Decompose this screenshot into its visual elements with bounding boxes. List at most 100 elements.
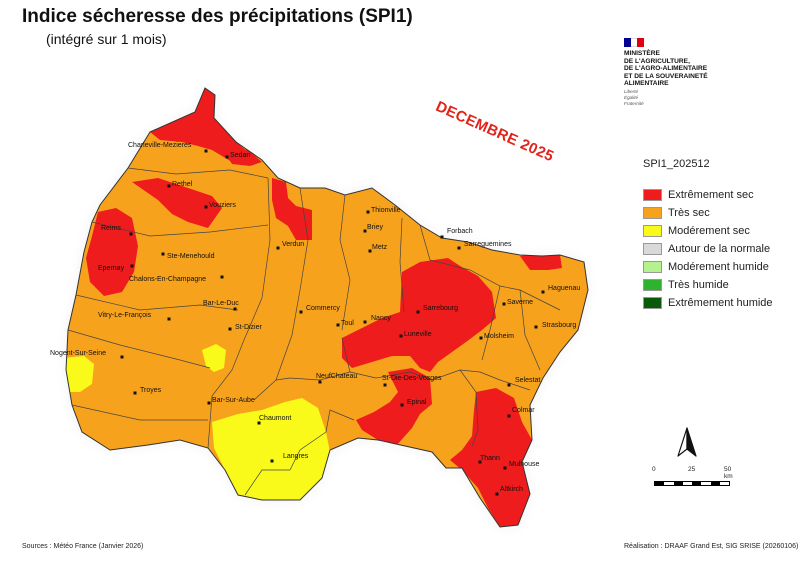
city-label: St-Die-Des-Vosges: [382, 375, 442, 382]
legend-title: SPI1_202512: [643, 158, 710, 170]
legend-swatch: [643, 189, 662, 201]
city-marker: [400, 403, 404, 407]
zone-extreme-sedan: [222, 148, 262, 166]
city-marker: [368, 249, 372, 253]
flag-white-stripe: [630, 38, 638, 47]
city-marker: [507, 383, 511, 387]
city-marker: [207, 401, 211, 405]
legend-item-moderement-sec: Modérement sec: [643, 222, 773, 240]
city-marker: [416, 310, 420, 314]
city-marker: [167, 317, 171, 321]
north-arrow-left: [677, 427, 688, 457]
zone-modere-stdizier: [202, 344, 226, 372]
scale-tick-0: 0: [652, 466, 656, 473]
district-borders: [65, 87, 589, 528]
flag-blue-stripe: [624, 38, 631, 47]
city-marker: [167, 184, 171, 188]
city-marker: [129, 232, 133, 236]
zone-extreme-verdun: [272, 178, 312, 240]
city-label: Molsheim: [484, 333, 514, 340]
ministry-line-4: ET DE LA SOUVERAINETÉ: [624, 72, 708, 80]
city-label: Selestat: [515, 377, 540, 384]
french-flag-icon: [624, 38, 645, 47]
ministry-line-2: DE L'AGRICULTURE,: [624, 57, 690, 65]
city-marker: [457, 246, 461, 250]
city-label: Forbach: [447, 228, 473, 235]
legend-item-extremement-sec: Extrêmement sec: [643, 186, 773, 204]
city-label: Bar-Sur-Aube: [212, 397, 255, 404]
city-label: Toul: [341, 320, 354, 327]
map-legend: SPI1_202512 Extrêmement sec Très sec Mod…: [643, 158, 773, 312]
legend-item-tres-sec: Très sec: [643, 204, 773, 222]
city-label: Strasbourg: [542, 322, 576, 329]
city-marker: [502, 302, 506, 306]
city-label: Saverne: [507, 299, 533, 306]
legend-item-autour-normale: Autour de la normale: [643, 240, 773, 258]
legend-item-extremement-humide: Extrêmement humide: [643, 294, 773, 312]
motto-fraternite: Fraternité: [624, 101, 644, 107]
city-marker: [440, 235, 444, 239]
legend-label: Autour de la normale: [668, 243, 771, 255]
ministry-logo: MINISTÈRE DE L'AGRICULTURE, DE L'AGRO-AL…: [624, 38, 774, 107]
ministry-line-5: ALIMENTAIRE: [624, 80, 669, 88]
city-label: Bar-Le-Duc: [203, 300, 239, 307]
city-label: Vitry-Le-François: [98, 312, 152, 319]
zone-extreme-rethel: [132, 178, 222, 228]
legend-label: Extrêmement sec: [668, 189, 754, 201]
city-marker: [299, 310, 303, 314]
city-marker: [363, 229, 367, 233]
city-marker: [534, 325, 538, 329]
city-marker: [133, 391, 137, 395]
city-marker: [363, 320, 367, 324]
city-label: Mulhouse: [509, 461, 539, 468]
city-label: St-Dizier: [235, 324, 263, 331]
city-marker: [161, 252, 165, 256]
city-marker: [130, 264, 134, 268]
legend-label: Très humide: [668, 279, 729, 291]
city-marker: [366, 210, 370, 214]
city-marker: [257, 421, 261, 425]
city-label: Thionville: [371, 207, 401, 214]
city-marker: [478, 460, 482, 464]
city-label: Sarrebourg: [423, 305, 458, 312]
sources-note: Sources : Météo France (Janvier 2026): [22, 543, 144, 550]
city-label: Haguenau: [548, 285, 580, 292]
zone-extreme-ardennes-north: [150, 88, 248, 162]
legend-swatch: [643, 279, 662, 291]
city-marker: [228, 327, 232, 331]
city-label: Rethel: [172, 181, 193, 188]
city-label: Vouziers: [209, 202, 236, 209]
legend-item-tres-humide: Très humide: [643, 276, 773, 294]
legend-swatch: [643, 225, 662, 237]
city-marker: [479, 336, 483, 340]
legend-label: Modérement sec: [668, 225, 750, 237]
scale-tick-50: 50 km: [724, 466, 733, 480]
scale-tick-25: 25: [688, 466, 696, 473]
scale-bar: 0 25 50 km: [652, 466, 738, 490]
zone-modere-chaumont: [212, 398, 330, 500]
city-label: Epernay: [98, 265, 125, 272]
legend-item-moderement-humide: Modérement humide: [643, 258, 773, 276]
map-title: Indice sécheresse des précipitations (SP…: [22, 6, 413, 27]
city-label: Sarreguemines: [464, 241, 512, 248]
city-label: Colmar: [512, 407, 535, 414]
motto-egalite: Égalité: [624, 95, 639, 101]
city-marker: [399, 334, 403, 338]
city-label: Chalons-En-Champagne: [129, 276, 206, 283]
city-marker: [541, 290, 545, 294]
city-marker: [276, 246, 280, 250]
flag-red-stripe: [637, 38, 645, 47]
city-label: Langres: [283, 453, 309, 460]
city-label: Nogent-Sur-Seine: [50, 350, 106, 357]
zone-modere-nogent: [66, 356, 94, 392]
city-marker: [220, 275, 224, 279]
legend-swatch: [643, 207, 662, 219]
city-marker: [225, 155, 229, 159]
north-arrow-icon: [677, 427, 697, 457]
zone-extreme-epinal: [356, 368, 432, 446]
city-marker: [336, 323, 340, 327]
city-marker: [383, 383, 387, 387]
city-label: Luneville: [404, 331, 432, 338]
scale-bar-graphic: [654, 481, 730, 486]
zone-extreme-sarreguemines: [520, 254, 562, 270]
